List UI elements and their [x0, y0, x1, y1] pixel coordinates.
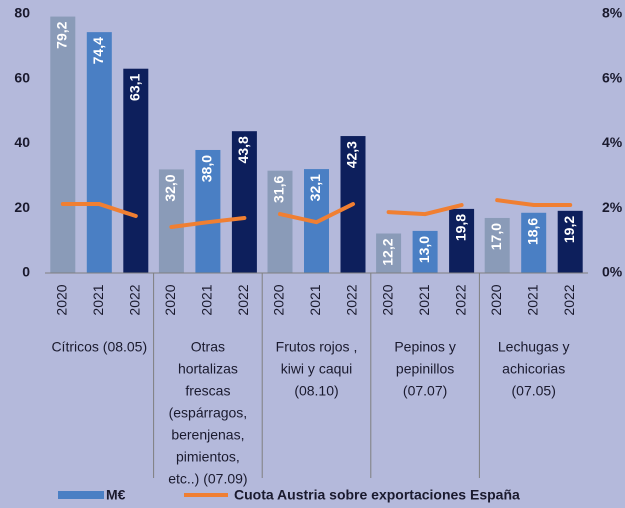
- legend-label: Cuota Austria sobre exportaciones España: [234, 487, 520, 503]
- x-tick-label: 2022: [127, 284, 143, 315]
- bar: [123, 68, 149, 274]
- value-label: 13,0: [416, 236, 432, 263]
- x-tick-label: 2021: [416, 284, 432, 315]
- share-line: [60, 202, 138, 219]
- bar: [267, 170, 293, 273]
- group-label: frescas: [185, 383, 230, 399]
- x-tick-label: 2020: [271, 284, 287, 315]
- group-label: (07.07): [403, 383, 447, 399]
- value-label: 32,0: [162, 174, 178, 201]
- group-label: (07.05): [512, 383, 556, 399]
- value-label: 12,2: [379, 238, 395, 265]
- bar: [484, 217, 510, 273]
- bar: [557, 210, 583, 273]
- bar: [231, 131, 257, 273]
- legend-label: M€: [106, 487, 126, 503]
- x-tick-label: 2022: [452, 284, 468, 315]
- group-label: berenjenas,: [171, 427, 244, 443]
- y-tick-label: 80: [14, 5, 30, 21]
- bar: [158, 169, 184, 273]
- bar: [412, 230, 438, 273]
- value-label: 43,8: [235, 136, 251, 163]
- x-tick-label: 2021: [307, 284, 323, 315]
- value-label: 42,3: [344, 141, 360, 168]
- y-tick-label: 60: [14, 69, 30, 85]
- value-label: 74,4: [90, 37, 106, 64]
- share-line: [278, 202, 355, 225]
- bar: [521, 212, 547, 273]
- y2-tick-label: 4%: [602, 134, 623, 150]
- group-label: achicorias: [502, 361, 565, 377]
- value-label: 79,2: [54, 21, 70, 48]
- value-label: 32,1: [307, 174, 323, 201]
- group-label: pepinillos: [396, 361, 454, 377]
- x-tick-label: 2020: [54, 284, 70, 315]
- x-tick-label: 2022: [561, 284, 577, 315]
- y-tick-label: 40: [14, 134, 30, 150]
- value-label: 19,8: [452, 214, 468, 241]
- value-label: 63,1: [127, 74, 143, 101]
- x-tick-label: 2021: [199, 284, 215, 315]
- group-label: Cítricos (08.05): [51, 339, 147, 355]
- group-label: Otras: [191, 339, 225, 355]
- x-tick-label: 2020: [162, 284, 178, 315]
- bar: [86, 32, 112, 273]
- value-label: 17,0: [488, 223, 504, 250]
- y-tick-label: 20: [14, 199, 30, 215]
- share-line: [169, 215, 247, 230]
- legend-swatch: [58, 491, 104, 499]
- x-tick-label: 2021: [524, 284, 540, 315]
- bar: [449, 208, 475, 273]
- y2-tick-label: 8%: [602, 5, 623, 21]
- x-tick-label: 2021: [90, 284, 106, 315]
- group-label: kiwi y caqui: [281, 361, 353, 377]
- y2-tick-label: 0%: [602, 264, 623, 280]
- group-label: Frutos rojos ,: [276, 339, 358, 355]
- group-label: Lechugas y: [498, 339, 570, 355]
- value-label: 38,0: [199, 155, 215, 182]
- y2-tick-label: 6%: [602, 69, 623, 85]
- share-line: [386, 203, 464, 217]
- group-label: Pepinos y: [394, 339, 455, 355]
- value-label: 18,6: [524, 218, 540, 245]
- value-label: 31,6: [271, 175, 287, 202]
- bar: [195, 149, 221, 273]
- y-tick-label: 0: [22, 264, 30, 280]
- group-label: hortalizas: [178, 361, 238, 377]
- group-label: etc..) (07.09): [168, 471, 247, 487]
- group-label: pimientos,: [176, 449, 240, 465]
- group-label: (08.10): [294, 383, 338, 399]
- x-tick-label: 2020: [488, 284, 504, 315]
- group-label: (espárragos,: [169, 405, 248, 421]
- bar: [50, 16, 76, 274]
- bar: [376, 233, 402, 273]
- x-tick-label: 2022: [344, 284, 360, 315]
- value-label: 19,2: [561, 216, 577, 243]
- y2-tick-label: 2%: [602, 199, 623, 215]
- share-line: [495, 198, 573, 208]
- x-tick-label: 2020: [379, 284, 395, 315]
- x-tick-label: 2022: [235, 284, 251, 315]
